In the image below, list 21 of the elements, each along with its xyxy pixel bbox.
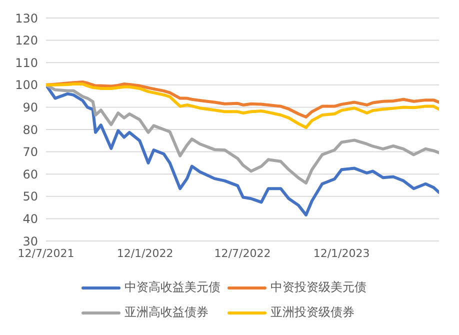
y-tick-label: 130 [15, 11, 38, 26]
legend-label: 亚洲投资级债券 [270, 304, 354, 321]
y-tick-label: 30 [22, 234, 38, 248]
legend-label: 中资投资级美元债 [270, 279, 366, 296]
y-tick-label: 80 [22, 122, 38, 137]
x-tick-label: 12/1/2023 [313, 246, 370, 260]
x-tick-label: 12/7/2022 [214, 246, 271, 260]
legend-label: 亚洲高收益债券 [124, 304, 208, 321]
legend-label: 中资高收益美元债 [124, 279, 220, 296]
x-tick-label: 12/1/2022 [116, 246, 174, 260]
y-tick-label: 50 [22, 190, 38, 204]
y-tick-label: 90 [22, 100, 38, 114]
y-tick-label: 120 [15, 34, 38, 48]
y-tick-label: 100 [15, 78, 38, 92]
y-tick-label: 70 [22, 145, 38, 160]
line-series [46, 82, 439, 129]
x-tick-label: 12/7/2021 [18, 246, 74, 260]
y-tick-label: 60 [22, 167, 38, 182]
y-tick-label: 110 [15, 56, 38, 70]
line-series [46, 80, 439, 119]
y-tick-label: 40 [22, 212, 38, 226]
